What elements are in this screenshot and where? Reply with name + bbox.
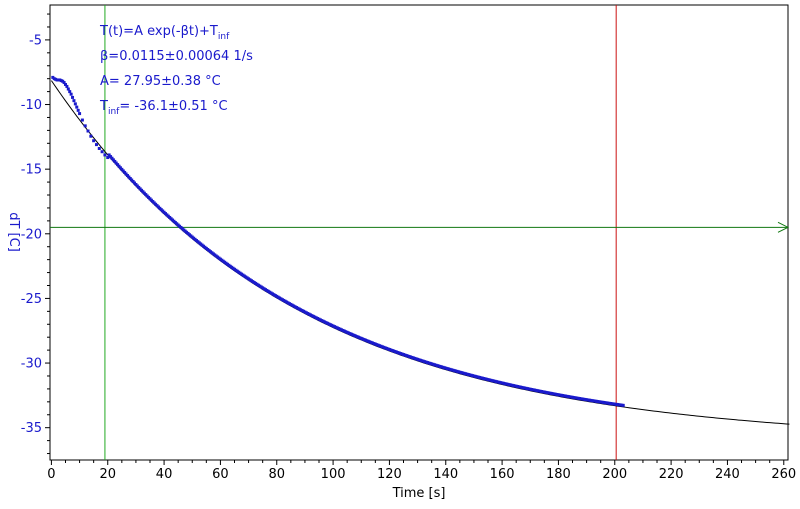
data-points bbox=[51, 75, 625, 407]
annotation-text: T bbox=[99, 99, 108, 114]
data-point bbox=[69, 92, 73, 96]
x-tick-label: 60 bbox=[212, 467, 229, 482]
y-axis-ticks: -5 -10 -15 -20 -25 -30 -35 bbox=[21, 13, 50, 455]
data-point bbox=[124, 172, 128, 176]
annotation-text: T(t)=A exp(-βt)+T bbox=[99, 24, 218, 39]
y-tick-label: -35 bbox=[21, 421, 42, 436]
x-tick-label: 200 bbox=[602, 467, 627, 482]
data-point bbox=[121, 169, 125, 173]
x-tick-label: 80 bbox=[268, 467, 285, 482]
data-point bbox=[116, 163, 120, 167]
x-tick-label: 240 bbox=[715, 467, 740, 482]
data-point bbox=[92, 139, 96, 143]
data-point bbox=[76, 108, 80, 112]
fit-annotation-line: Tinf= -36.1±0.51 °C bbox=[99, 99, 228, 117]
data-point bbox=[621, 403, 625, 407]
annotation-subscript: inf bbox=[108, 107, 120, 117]
plot-frame bbox=[49, 4, 789, 461]
data-point bbox=[109, 155, 113, 159]
x-tick-label: 160 bbox=[490, 467, 515, 482]
x-axis-ticks: 0 20 40 60 80 100 120 140 160 180 200 220 240 260 bbox=[47, 460, 796, 482]
data-point bbox=[68, 90, 72, 94]
data-point bbox=[127, 175, 131, 179]
annotation-text: A= 27.95±0.38 °C bbox=[100, 74, 221, 89]
data-point bbox=[94, 143, 98, 147]
annotation-tail: = -36.1±0.51 °C bbox=[119, 99, 227, 114]
data-point bbox=[71, 95, 75, 99]
x-tick-label: 260 bbox=[771, 467, 796, 482]
fit-curve bbox=[50, 80, 790, 425]
data-point bbox=[86, 129, 90, 133]
data-point bbox=[78, 112, 82, 116]
data-point bbox=[63, 83, 67, 86]
x-tick-label: 180 bbox=[546, 467, 571, 482]
data-point bbox=[72, 99, 76, 103]
y-tick-label: -30 bbox=[21, 357, 42, 372]
x-tick-label: 0 bbox=[47, 467, 55, 482]
data-point bbox=[66, 87, 70, 91]
x-tick-label: 120 bbox=[377, 467, 402, 482]
data-point bbox=[111, 158, 115, 162]
data-point bbox=[107, 153, 111, 157]
fit-annotation-line: A= 27.95±0.38 °C bbox=[100, 74, 221, 89]
x-axis-label: Time [s] bbox=[392, 486, 446, 501]
data-point bbox=[110, 156, 114, 160]
data-point bbox=[65, 84, 69, 88]
data-point bbox=[100, 150, 104, 154]
data-point bbox=[103, 153, 107, 157]
data-point bbox=[117, 164, 121, 168]
data-point bbox=[113, 159, 117, 163]
data-point bbox=[80, 118, 84, 122]
y-tick-label: -25 bbox=[21, 292, 42, 307]
y-tick-label: -15 bbox=[21, 163, 42, 178]
data-point bbox=[73, 102, 77, 106]
data-point bbox=[123, 170, 127, 174]
data-point bbox=[89, 134, 93, 138]
data-point bbox=[97, 146, 101, 150]
x-tick-label: 140 bbox=[433, 467, 458, 482]
annotation-text: β=0.0115±0.00064 1/s bbox=[100, 49, 253, 64]
fit-annotation-line: β=0.0115±0.00064 1/s bbox=[100, 49, 253, 64]
data-point bbox=[125, 174, 129, 177]
x-tick-label: 20 bbox=[99, 467, 116, 482]
y-tick-label: -10 bbox=[21, 98, 42, 113]
data-point bbox=[62, 81, 66, 85]
data-point bbox=[106, 156, 110, 160]
data-point bbox=[75, 105, 79, 109]
y-tick-label: -5 bbox=[29, 33, 42, 48]
baseline-marker bbox=[50, 221, 790, 233]
data-point bbox=[83, 124, 87, 128]
annotation-subscript: inf bbox=[218, 32, 230, 42]
data-point bbox=[120, 167, 124, 171]
x-tick-label: 40 bbox=[156, 467, 173, 482]
vertical-markers bbox=[104, 5, 617, 460]
y-tick-label: -20 bbox=[21, 227, 42, 242]
baseline-arrowhead bbox=[777, 221, 790, 233]
fit-curve-line bbox=[50, 80, 790, 425]
data-point bbox=[118, 166, 122, 170]
x-tick-label: 100 bbox=[321, 467, 346, 482]
y-axis-label: dT [C] bbox=[6, 212, 21, 252]
x-tick-label: 220 bbox=[659, 467, 684, 482]
fit-annotation-line: T(t)=A exp(-βt)+Tinf bbox=[99, 24, 230, 42]
data-point bbox=[114, 161, 118, 165]
